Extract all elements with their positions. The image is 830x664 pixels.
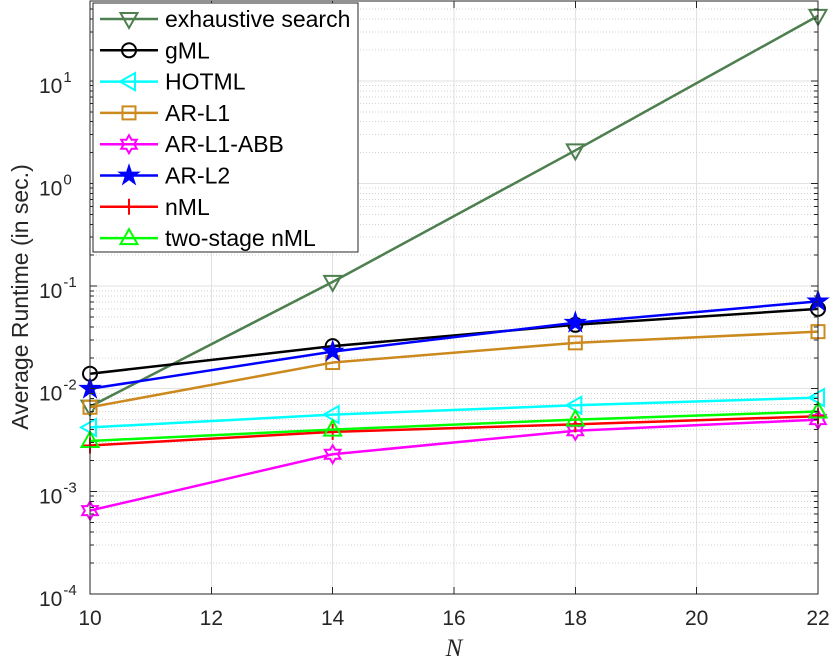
x-tick-label: 14 xyxy=(321,607,345,630)
legend-marker-ar-l1-abb xyxy=(119,133,139,156)
legend-marker-exhaustive-search xyxy=(118,12,140,31)
two-stage-nml-series xyxy=(79,400,829,448)
data-series xyxy=(78,8,830,522)
legend-entry: AR-L2 xyxy=(100,163,230,189)
legend-label: nML xyxy=(165,194,210,220)
two-stage-nml-line xyxy=(89,410,819,443)
y-tick-label-exponent: -2 xyxy=(63,377,76,394)
legend-marker-two-stage-nml xyxy=(118,227,140,246)
legend-label: AR-L2 xyxy=(165,163,230,189)
legend-marker-nml xyxy=(121,198,137,215)
legend-marker-ar-l1 xyxy=(121,105,137,121)
hotml-point xyxy=(78,417,97,438)
y-tick-label-exponent: 1 xyxy=(63,69,71,86)
legend-marker-gml xyxy=(121,42,137,59)
y-tick-label-base: 10 xyxy=(39,75,62,98)
legend-label: HOTML xyxy=(165,69,246,95)
hotml-series xyxy=(78,387,825,438)
ar-l1-point xyxy=(567,335,583,351)
legend-entry: gML xyxy=(100,37,210,63)
y-tick-label-base: 10 xyxy=(39,383,62,406)
ar-l2-point xyxy=(320,339,345,362)
axes xyxy=(89,0,819,595)
ar-l2-point xyxy=(563,310,588,333)
exhaustive-search-series xyxy=(79,8,829,418)
y-tick-label-base: 10 xyxy=(39,280,62,303)
legend: exhaustive search gML HOTML AR-L1 AR-L1-ABB A… xyxy=(92,2,359,253)
x-tick-label: 20 xyxy=(685,607,708,630)
y-tick-label: 101 xyxy=(39,69,72,98)
two-stage-nml-point xyxy=(322,418,343,437)
y-tick-label: 100 xyxy=(39,171,72,200)
legend-entry: HOTML xyxy=(100,69,246,95)
legend-marker-ar-l2 xyxy=(117,163,141,186)
y-tick-label-exponent: -3 xyxy=(63,479,76,496)
ar-l1-abb-point xyxy=(323,443,343,466)
y-tick-label: 10-2 xyxy=(39,377,77,406)
legend-label: exhaustive search xyxy=(165,6,350,32)
y-tick-label-exponent: 0 xyxy=(63,171,71,188)
x-axis-label: N xyxy=(445,635,464,662)
ar-l1-abb-line xyxy=(89,418,819,512)
gml-line xyxy=(89,307,819,375)
legend-entry: AR-L1 xyxy=(100,100,230,126)
legend-label: gML xyxy=(165,37,210,63)
hotml-line xyxy=(89,396,819,429)
hotml-point xyxy=(321,404,340,425)
y-tick-label: 10-3 xyxy=(39,479,77,508)
x-tick-label: 12 xyxy=(200,607,223,630)
legend-marker-hotml xyxy=(117,71,136,92)
x-tick-label: 10 xyxy=(78,607,101,630)
legend-entry: nML xyxy=(100,194,210,220)
exhaustive-search-point xyxy=(322,274,343,293)
y-tick-label-exponent: -1 xyxy=(63,274,76,291)
x-tick-label: 16 xyxy=(442,607,465,630)
two-stage-nml-point xyxy=(565,408,586,427)
x-tick-label: 22 xyxy=(806,607,829,630)
x-tick-label: 18 xyxy=(564,607,587,630)
y-tick-label-base: 10 xyxy=(39,485,62,508)
y-axis-label: Average Runtime (in sec.) xyxy=(7,164,33,429)
ar-l1-line xyxy=(89,330,819,409)
y-tick-label-exponent: -4 xyxy=(63,582,76,599)
exhaustive-search-line xyxy=(89,14,819,408)
legend-box xyxy=(92,2,359,253)
nml-line xyxy=(89,414,819,447)
ar-l2-line xyxy=(89,300,819,390)
y-tick-label-base: 10 xyxy=(39,177,62,200)
exhaustive-search-point xyxy=(565,143,586,162)
legend-entry: AR-L1-ABB xyxy=(100,131,284,157)
legend-entry: exhaustive search xyxy=(100,6,350,32)
hotml-point xyxy=(564,395,583,416)
legend-label: AR-L1-ABB xyxy=(165,131,284,157)
y-tick-label: 10-1 xyxy=(39,274,77,303)
y-tick-label: 10-4 xyxy=(39,582,77,611)
legend-label: AR-L1 xyxy=(165,100,230,126)
legend-label: two-stage nML xyxy=(165,225,316,251)
legend-entry: two-stage nML xyxy=(100,225,316,251)
y-tick-label-base: 10 xyxy=(39,588,62,611)
